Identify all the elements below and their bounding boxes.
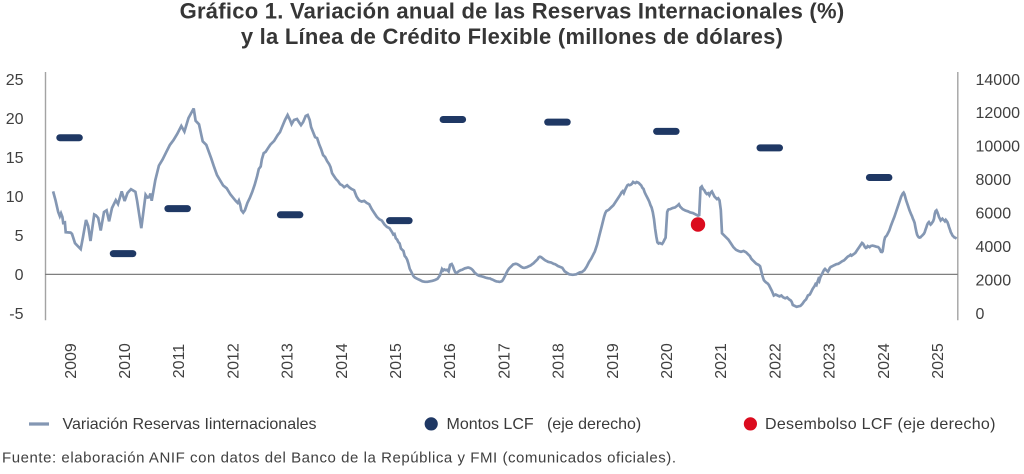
svg-text:15: 15 (6, 150, 24, 167)
svg-text:0: 0 (15, 267, 24, 284)
svg-text:2020: 2020 (659, 343, 676, 379)
svg-text:2013: 2013 (280, 343, 297, 379)
svg-text:Fuente: elaboración ANIF con d: Fuente: elaboración ANIF con datos del B… (2, 450, 677, 467)
svg-text:25: 25 (6, 72, 24, 89)
svg-text:2010: 2010 (117, 343, 134, 379)
svg-text:2011: 2011 (171, 344, 188, 379)
svg-text:2009: 2009 (63, 343, 80, 379)
svg-text:2021: 2021 (713, 343, 730, 379)
svg-text:0: 0 (976, 306, 985, 323)
svg-text:14000: 14000 (976, 72, 1021, 89)
svg-text:2019: 2019 (605, 343, 622, 379)
svg-text:2022: 2022 (767, 343, 784, 379)
svg-text:10: 10 (6, 189, 24, 206)
svg-text:Gráfico 1. Variación anual de: Gráfico 1. Variación anual de las Reserv… (180, 0, 845, 24)
svg-text:2000: 2000 (976, 272, 1012, 289)
svg-text:2012: 2012 (225, 343, 242, 379)
svg-text:12000: 12000 (976, 105, 1021, 122)
svg-text:2014: 2014 (334, 343, 351, 379)
svg-text:10000: 10000 (976, 139, 1021, 156)
svg-text:2025: 2025 (930, 343, 947, 379)
svg-text:2024: 2024 (876, 343, 893, 379)
svg-text:y la Línea de Crédito Flexible: y la Línea de Crédito Flexible (millones… (241, 24, 783, 49)
svg-text:4000: 4000 (976, 239, 1012, 256)
svg-text:Desembolso LCF (eje derecho): Desembolso LCF (eje derecho) (765, 416, 996, 433)
svg-text:-5: -5 (9, 306, 23, 323)
svg-text:Montos LCF (eje derecho): Montos LCF (eje derecho) (447, 416, 642, 433)
svg-text:Variación Reservas Iinternacio: Variación Reservas Iinternacionales (63, 416, 317, 433)
svg-text:2018: 2018 (551, 343, 568, 379)
svg-text:2015: 2015 (388, 343, 405, 379)
svg-text:2016: 2016 (442, 343, 459, 379)
svg-text:8000: 8000 (976, 172, 1012, 189)
svg-text:5: 5 (15, 228, 24, 245)
svg-text:2017: 2017 (496, 343, 513, 379)
svg-text:6000: 6000 (976, 206, 1012, 223)
svg-text:2023: 2023 (822, 343, 839, 379)
svg-text:20: 20 (6, 111, 24, 128)
